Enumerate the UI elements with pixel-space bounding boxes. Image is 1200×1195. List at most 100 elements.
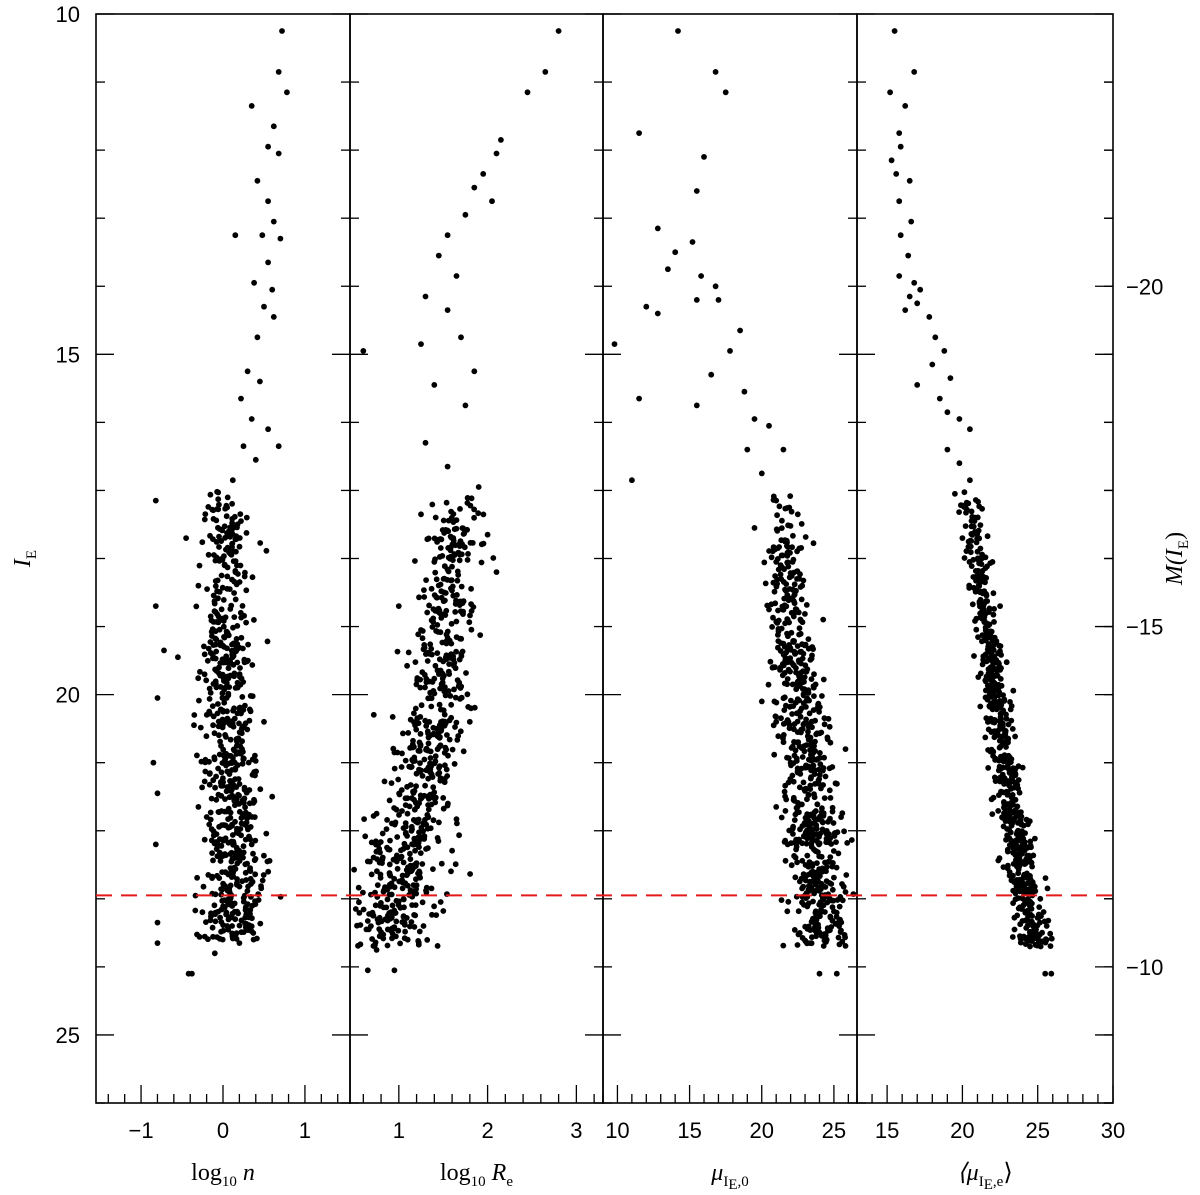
point-p2-609	[475, 510, 482, 517]
point-p2-389	[463, 670, 469, 676]
point-p1-580	[234, 659, 241, 666]
point-p3-697	[796, 659, 802, 665]
point-p3-402	[778, 715, 784, 722]
point-p3-681	[787, 523, 794, 529]
point-p3-419	[786, 725, 793, 732]
point-p3-441	[783, 588, 789, 594]
point-p1-25	[252, 456, 259, 463]
point-p1-598	[223, 909, 230, 916]
point-p4-735	[967, 543, 974, 550]
point-p3-308	[787, 493, 794, 499]
point-p1-205	[252, 856, 259, 862]
point-p2-508	[431, 789, 438, 796]
point-p4-16	[906, 293, 913, 300]
point-p3-614	[812, 908, 819, 915]
point-p1-547	[213, 636, 220, 643]
point-p4-101	[990, 590, 997, 597]
point-p3-616	[813, 933, 819, 940]
point-p2-562	[399, 885, 406, 892]
point-p4-429	[991, 619, 997, 625]
point-p3-634	[786, 574, 793, 581]
point-p1-642	[218, 606, 225, 613]
point-p2-596	[411, 719, 417, 726]
point-p3-736	[805, 636, 812, 642]
point-p1-566	[211, 730, 218, 737]
point-p2-418	[453, 525, 460, 532]
point-p1-573	[248, 923, 255, 930]
point-p3-493	[788, 862, 795, 869]
point-p2-178	[413, 681, 420, 688]
point-p2-584	[406, 763, 413, 770]
point-p4-589	[983, 592, 990, 599]
point-p3-354	[796, 743, 803, 750]
point-p1-698	[245, 826, 251, 833]
point-p3-250	[789, 544, 795, 551]
point-p3-575	[810, 873, 817, 880]
point-p1-19	[244, 368, 251, 375]
point-p4-503	[1011, 815, 1018, 822]
point-p1-163	[231, 614, 238, 620]
point-p4-541	[1023, 925, 1030, 931]
point-p1-644	[226, 721, 233, 727]
point-p1-14	[251, 279, 257, 286]
point-p1-449	[216, 501, 222, 508]
point-p1-654	[194, 874, 201, 881]
point-p2-513	[453, 634, 460, 640]
point-p3-726	[784, 908, 791, 915]
point-p1-40	[191, 712, 198, 718]
point-p3-516	[827, 795, 834, 801]
point-p3-393	[796, 784, 803, 791]
point-p1-15	[269, 286, 276, 293]
point-p1-333	[213, 648, 220, 655]
point-p1-53	[236, 940, 243, 946]
point-p4-206	[973, 626, 980, 633]
point-p2-670	[412, 705, 419, 712]
point-p1-711	[241, 659, 248, 666]
point-p3-283	[805, 886, 812, 893]
point-p3-712	[798, 545, 805, 551]
point-p1-629	[219, 722, 226, 729]
point-p2-239	[408, 827, 415, 834]
point-p3-539	[784, 552, 791, 559]
point-p1-35	[152, 603, 159, 609]
point-p1-675	[233, 536, 240, 542]
point-p3-412	[790, 598, 797, 604]
point-p3-267	[775, 733, 782, 740]
point-p3-554	[775, 644, 781, 651]
point-p3-130	[788, 697, 794, 704]
point-p3-715	[790, 760, 797, 766]
point-p2-724	[456, 551, 463, 558]
point-p1-707	[247, 875, 254, 882]
point-p4-502	[1006, 869, 1013, 875]
point-p1-155	[257, 786, 264, 793]
point-p4-562	[976, 583, 983, 589]
point-p4-32	[952, 490, 958, 497]
point-p2-104	[419, 628, 426, 634]
point-p2-550	[394, 834, 401, 840]
point-p3-23	[751, 416, 758, 422]
point-p3-607	[774, 527, 781, 534]
point-p2-385	[402, 795, 409, 802]
point-p3-504	[815, 701, 821, 708]
point-p1-650	[226, 771, 233, 777]
point-p4-729	[996, 689, 1003, 696]
point-p3-403	[769, 624, 775, 630]
point-p4-694	[1030, 936, 1037, 942]
point-p3-332	[793, 846, 799, 853]
point-p2-642	[404, 810, 411, 817]
point-p2-28	[493, 569, 500, 575]
point-p2-414	[419, 635, 426, 642]
point-p2-623	[421, 833, 428, 840]
point-p1-455	[206, 758, 212, 765]
point-p3-133	[774, 512, 780, 519]
point-p1-753	[218, 808, 225, 814]
point-p1-549	[238, 634, 245, 641]
point-p2-538	[417, 850, 424, 856]
point-p2-719	[369, 936, 375, 942]
point-p4-229	[1044, 885, 1051, 892]
point-p3-115	[817, 750, 823, 756]
point-p1-409	[232, 558, 239, 565]
point-p3-698	[766, 548, 772, 554]
point-p3-542	[842, 934, 848, 941]
point-p1-118	[220, 597, 227, 603]
